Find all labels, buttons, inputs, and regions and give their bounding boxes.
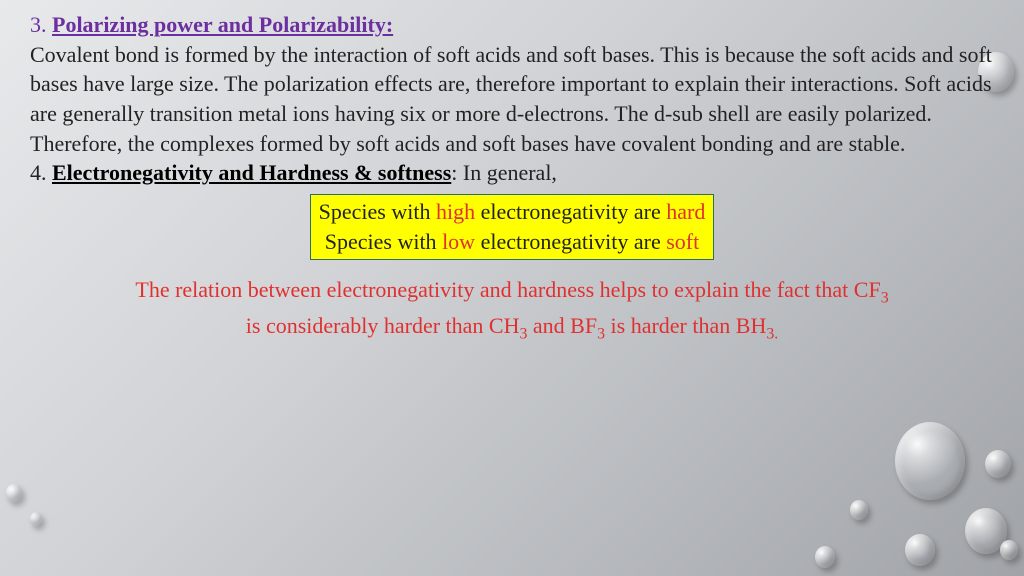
slide-content: 3. Polarizing power and Polarizability: … xyxy=(30,10,994,346)
box-line1-c: electronegativity are xyxy=(475,199,666,224)
box-line2-a: Species with xyxy=(325,229,442,254)
box-line1-b: high xyxy=(436,199,475,224)
box-line2-c: electronegativity are xyxy=(475,229,666,254)
slide: 3. Polarizing power and Polarizability: … xyxy=(0,0,1024,576)
point-4-number: 4. xyxy=(30,160,52,185)
water-droplet-icon xyxy=(30,512,42,526)
point-3-heading: Polarizing power and Polarizability: xyxy=(52,12,393,37)
water-droplet-icon xyxy=(815,546,835,568)
rel-d: is harder than BH xyxy=(605,313,766,338)
point-4-after: : In general, xyxy=(451,160,557,185)
water-droplet-icon xyxy=(850,500,868,520)
water-droplet-icon xyxy=(985,450,1011,478)
water-droplet-icon xyxy=(6,484,22,502)
rel-sub1: 3 xyxy=(881,289,889,306)
highlight-box: Species with high electronegativity are … xyxy=(310,194,715,259)
box-line1-a: Species with xyxy=(319,199,436,224)
rel-c: and BF xyxy=(527,313,597,338)
point-3-body: Covalent bond is formed by the interacti… xyxy=(30,42,992,156)
water-droplet-icon xyxy=(905,534,935,566)
point-3-number: 3. xyxy=(30,12,52,37)
highlight-box-wrap: Species with high electronegativity are … xyxy=(30,188,994,273)
red-relation-text: The relation between electronegativity a… xyxy=(30,274,994,347)
rel-b: is considerably harder than CH xyxy=(246,313,520,338)
box-line2-d: soft xyxy=(666,229,699,254)
point-4: 4. Electronegativity and Hardness & soft… xyxy=(30,158,994,188)
box-line1-d: hard xyxy=(666,199,705,224)
point-3: 3. Polarizing power and Polarizability: … xyxy=(30,10,994,158)
water-droplet-icon xyxy=(895,422,965,500)
rel-a: The relation between electronegativity a… xyxy=(135,277,880,302)
rel-sub3: 3 xyxy=(597,325,605,342)
water-droplet-icon xyxy=(1000,540,1018,560)
point-4-heading: Electronegativity and Hardness & softnes… xyxy=(52,160,451,185)
box-line2-b: low xyxy=(442,229,475,254)
rel-sub4: 3. xyxy=(766,325,778,342)
